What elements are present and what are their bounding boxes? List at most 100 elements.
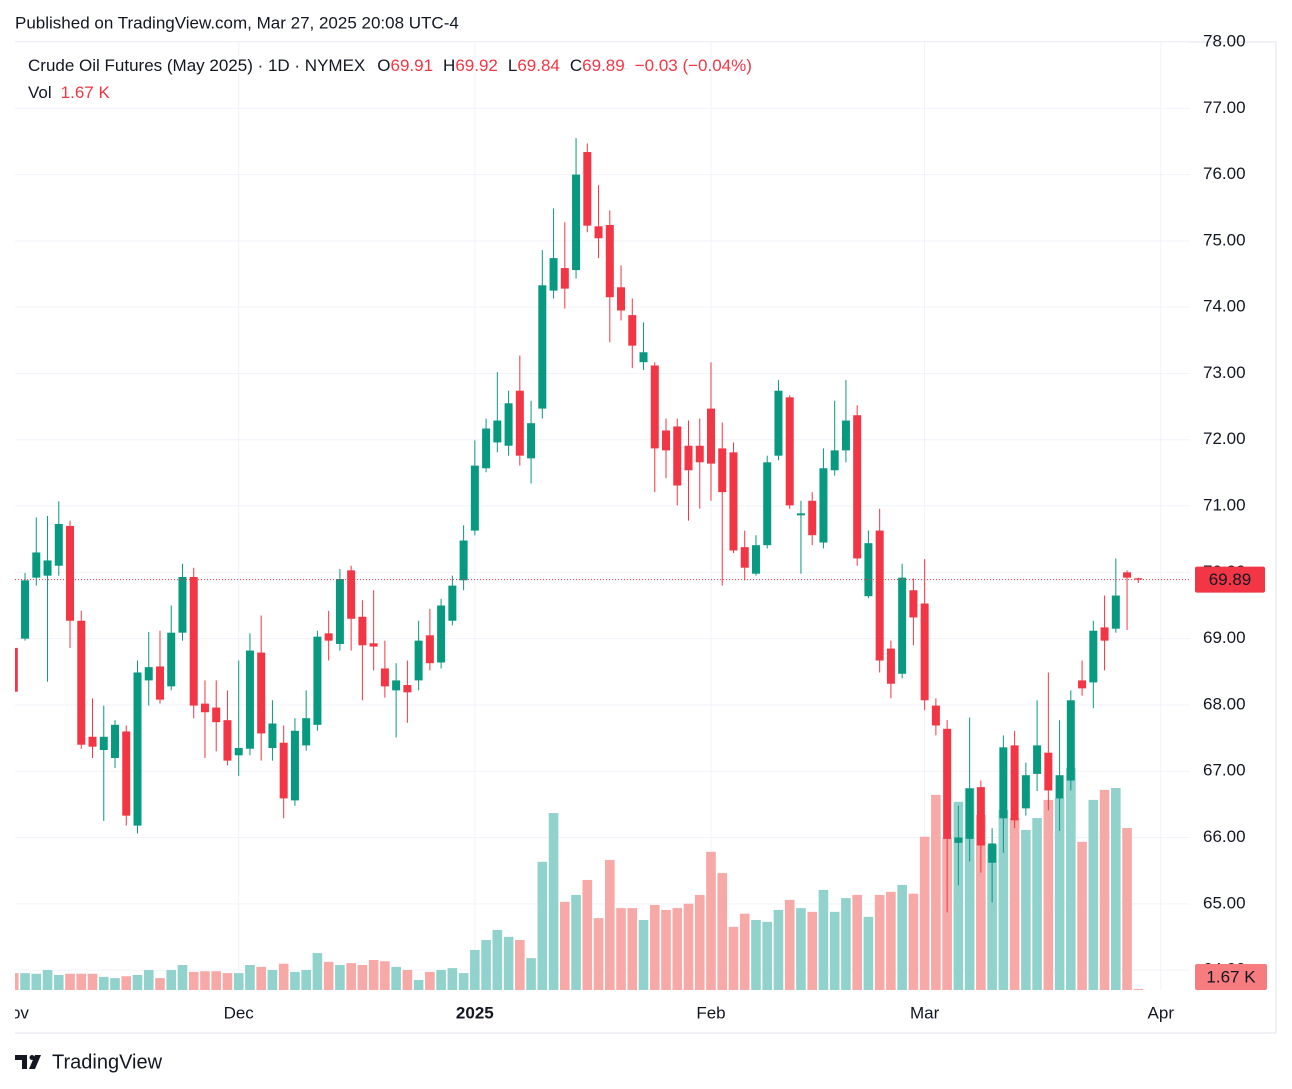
candle-body: [1089, 630, 1098, 683]
volume-bar: [515, 939, 525, 990]
volume-bar: [931, 794, 941, 990]
candle-body: [290, 730, 299, 801]
volume-bar: [537, 861, 548, 990]
volume-badge-label: 1.67 K: [1206, 967, 1256, 986]
candle-body: [684, 445, 693, 471]
volume-bar: [829, 911, 840, 990]
candle-body: [740, 547, 749, 568]
volume-bar: [155, 978, 165, 990]
candle-body: [1078, 680, 1087, 689]
candle-body: [943, 728, 952, 839]
legend-volume-value: 1.67 K: [61, 83, 111, 102]
volume-bar: [470, 949, 480, 990]
volume-bar: [998, 809, 1009, 990]
candle-body: [99, 736, 108, 751]
candle-body: [1010, 745, 1019, 821]
volume-bar: [739, 913, 750, 990]
y-tick-label: 66.00: [1203, 827, 1246, 846]
volume-bar: [65, 973, 75, 990]
legend-change: −0.03 (−0.04%): [635, 56, 752, 75]
volume-badge: [1195, 964, 1267, 990]
volume-bar: [762, 921, 773, 990]
volume-bar: [661, 909, 671, 990]
candle-body: [796, 513, 805, 516]
candle-body: [515, 390, 524, 456]
volume-bar: [346, 963, 356, 990]
candle-body: [999, 747, 1008, 819]
x-tick-label: 2025: [456, 1003, 494, 1022]
volume-bar: [233, 973, 244, 990]
candle-body: [729, 452, 738, 551]
y-tick-label: 69.00: [1203, 628, 1246, 647]
candle-body: [1021, 775, 1030, 809]
candle-body: [155, 666, 164, 700]
volume-bar: [132, 974, 143, 990]
volume-bar: [380, 961, 390, 990]
volume-bar: [976, 814, 986, 990]
legend: Crude Oil Futures (May 2025) · 1D · NYME…: [28, 56, 752, 102]
volume-bar: [604, 859, 615, 990]
volume-bar: [368, 959, 379, 990]
candle-body: [212, 707, 221, 723]
volume-bar: [110, 978, 120, 990]
volume-bar: [121, 976, 132, 990]
x-tick-label: Mar: [910, 1003, 940, 1022]
candle-body: [144, 667, 153, 681]
candle-body: [763, 462, 772, 546]
volume-bar: [15, 973, 19, 990]
candle-body: [819, 468, 828, 543]
volume-bar: [807, 911, 817, 990]
candle-body: [1134, 578, 1143, 580]
volume-bar: [20, 973, 30, 990]
volume-bar: [481, 939, 491, 990]
candle-body: [695, 445, 704, 463]
y-tick-label: 72.00: [1203, 429, 1246, 448]
candle-body: [482, 428, 491, 469]
candle-body: [178, 576, 187, 633]
volume-bar: [278, 963, 289, 990]
candle-body: [32, 552, 41, 578]
candle-body: [470, 465, 479, 531]
legend-line: Crude Oil Futures (May 2025) · 1D · NYME…: [28, 56, 752, 75]
candle-body: [617, 287, 626, 311]
volume-bar: [1043, 799, 1054, 990]
candle-body: [200, 703, 209, 713]
legend-high-value: 69.92: [455, 56, 498, 75]
volume-bar: [526, 958, 536, 990]
y-tick-label: 75.00: [1203, 230, 1246, 249]
volume-bar: [796, 908, 806, 990]
candle-body: [403, 685, 412, 693]
volume-bar: [177, 964, 188, 990]
volume-bar: [964, 788, 975, 990]
candle-body: [1044, 752, 1053, 791]
candle-body: [66, 525, 75, 621]
logo-text: TradingView: [52, 1051, 163, 1073]
y-tick-label: 77.00: [1203, 98, 1246, 117]
volume-bar: [560, 901, 570, 990]
volume-bar: [458, 973, 469, 990]
volume-bar: [98, 976, 109, 990]
y-tick-label: 71.00: [1203, 496, 1246, 515]
volume-bar: [593, 918, 604, 990]
volume-bar: [413, 979, 424, 990]
volume-bar: [1021, 829, 1031, 990]
candle-body: [1055, 775, 1064, 799]
legend-volume-line: Vol 1.67 K: [28, 83, 110, 102]
price-badge-label: 69.89: [1209, 570, 1252, 589]
x-tick-label: Apr: [1148, 1003, 1175, 1022]
x-tick-label: Dec: [224, 1003, 255, 1022]
x-tick-label: Feb: [696, 1003, 725, 1022]
candle-body: [245, 650, 254, 749]
time-axis: Nov Dec 2025 Feb Mar Apr: [15, 1003, 1175, 1022]
volume-bar: [706, 851, 716, 990]
volume-bar: [694, 894, 705, 990]
price-pane: [15, 138, 1190, 913]
legend-open-label: O: [377, 56, 390, 75]
candle-body: [77, 620, 86, 745]
candle-body: [875, 530, 884, 661]
volume-pane: [15, 768, 1144, 990]
volume-bar: [987, 844, 997, 990]
candle-body: [313, 636, 322, 725]
volume-bar: [200, 971, 210, 990]
